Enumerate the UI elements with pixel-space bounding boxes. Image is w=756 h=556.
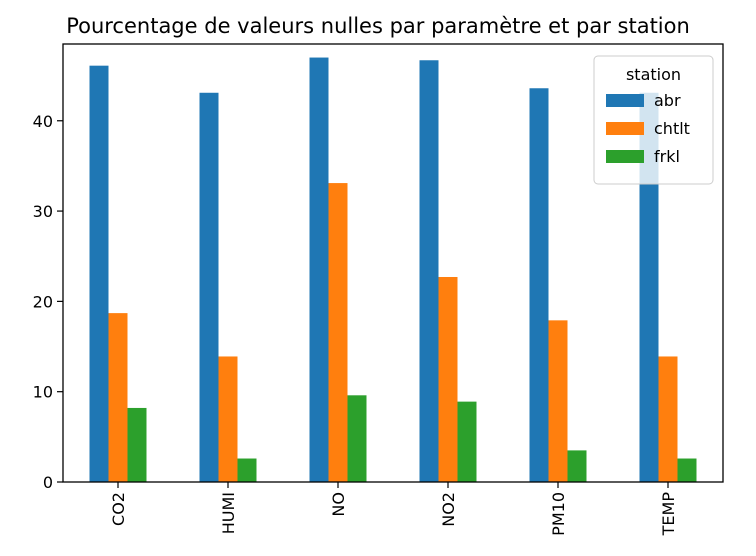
x-tick-label-co2: CO2 — [109, 492, 128, 526]
legend-swatch-frkl — [606, 150, 644, 163]
x-axis: CO2 HUMI NO NO2 PM10 TEMP — [109, 482, 678, 536]
legend-label-chtlt: chtlt — [654, 119, 690, 138]
y-tick-label: 40 — [33, 112, 53, 131]
bar-abr-temp — [639, 92, 659, 482]
y-tick-label: 10 — [33, 383, 53, 402]
bar-chtlt-humi — [218, 356, 238, 482]
plot-frame — [62, 43, 724, 483]
x-tick-label-pm10: PM10 — [549, 492, 568, 536]
bar-abr-no2 — [419, 60, 439, 482]
bar-abr-co2 — [89, 65, 109, 482]
y-tick-label: 0 — [43, 473, 53, 492]
legend-swatch-abr — [606, 94, 644, 107]
chart-title: Pourcentage de valeurs nulles par paramè… — [66, 14, 690, 38]
bar-frkl-no2 — [457, 401, 477, 482]
bar-frkl-humi — [237, 458, 257, 482]
bar-frkl-co2 — [127, 407, 147, 482]
legend-label-abr: abr — [654, 91, 681, 110]
legend-title: station — [626, 65, 681, 84]
bar-frkl-temp — [677, 458, 697, 482]
x-tick-label-humi: HUMI — [219, 492, 238, 534]
x-tick-label-no2: NO2 — [439, 492, 458, 527]
y-tick-label: 30 — [33, 202, 53, 221]
bar-chtlt-no2 — [438, 276, 458, 482]
bar-chtlt-temp — [658, 356, 678, 482]
legend-swatch-chtlt — [606, 122, 644, 135]
legend: station abr chtlt frkl — [593, 55, 714, 185]
y-axis: 0 10 20 30 40 — [33, 112, 63, 492]
y-tick-label: 20 — [33, 292, 53, 311]
bar-frkl-pm10 — [567, 450, 587, 482]
bar-frkl-no — [347, 395, 367, 482]
bar-chtlt-no — [328, 183, 348, 482]
bar-chtlt-co2 — [108, 313, 128, 482]
x-tick-label-temp: TEMP — [659, 492, 678, 537]
bar-abr-humi — [199, 92, 219, 482]
x-tick-label-no: NO — [329, 492, 348, 517]
bar-abr-no — [309, 57, 329, 483]
bars-group — [89, 57, 697, 483]
legend-label-frkl: frkl — [654, 147, 680, 166]
bar-abr-pm10 — [529, 88, 549, 482]
bar-chtlt-pm10 — [548, 320, 568, 482]
